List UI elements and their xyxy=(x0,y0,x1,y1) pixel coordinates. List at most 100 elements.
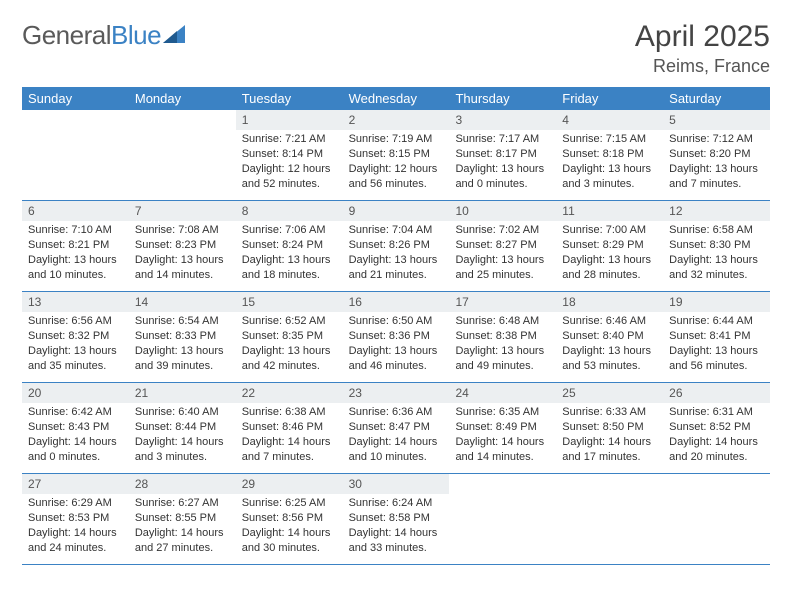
daylight-line-2: and 39 minutes. xyxy=(135,359,230,374)
day-cell: 24Sunrise: 6:35 AMSunset: 8:49 PMDayligh… xyxy=(449,383,556,473)
sunset-line: Sunset: 8:29 PM xyxy=(562,238,657,253)
sunrise-line: Sunrise: 6:31 AM xyxy=(669,405,764,420)
day-header-wednesday: Wednesday xyxy=(343,87,450,110)
empty-cell xyxy=(129,110,236,200)
sunrise-line: Sunrise: 6:36 AM xyxy=(349,405,444,420)
day-details: Sunrise: 6:44 AMSunset: 8:41 PMDaylight:… xyxy=(663,312,770,379)
sunrise-line: Sunrise: 7:19 AM xyxy=(349,132,444,147)
daylight-line-1: Daylight: 13 hours xyxy=(28,344,123,359)
daylight-line-1: Daylight: 14 hours xyxy=(669,435,764,450)
daylight-line-1: Daylight: 13 hours xyxy=(455,253,550,268)
day-details: Sunrise: 7:02 AMSunset: 8:27 PMDaylight:… xyxy=(449,221,556,288)
daylight-line-1: Daylight: 14 hours xyxy=(349,526,444,541)
sunset-line: Sunset: 8:35 PM xyxy=(242,329,337,344)
daylight-line-1: Daylight: 14 hours xyxy=(562,435,657,450)
daylight-line-1: Daylight: 13 hours xyxy=(242,253,337,268)
day-number: 5 xyxy=(663,110,770,130)
daylight-line-2: and 33 minutes. xyxy=(349,541,444,556)
daylight-line-2: and 28 minutes. xyxy=(562,268,657,283)
sunrise-line: Sunrise: 6:54 AM xyxy=(135,314,230,329)
day-cell: 28Sunrise: 6:27 AMSunset: 8:55 PMDayligh… xyxy=(129,474,236,564)
sunset-line: Sunset: 8:49 PM xyxy=(455,420,550,435)
day-number: 27 xyxy=(22,474,129,494)
day-cell: 5Sunrise: 7:12 AMSunset: 8:20 PMDaylight… xyxy=(663,110,770,200)
day-cell: 14Sunrise: 6:54 AMSunset: 8:33 PMDayligh… xyxy=(129,292,236,382)
day-number: 8 xyxy=(236,201,343,221)
day-cell: 22Sunrise: 6:38 AMSunset: 8:46 PMDayligh… xyxy=(236,383,343,473)
day-header-sunday: Sunday xyxy=(22,87,129,110)
day-number: 2 xyxy=(343,110,450,130)
day-number: 7 xyxy=(129,201,236,221)
week-row: 13Sunrise: 6:56 AMSunset: 8:32 PMDayligh… xyxy=(22,292,770,383)
day-number: 19 xyxy=(663,292,770,312)
day-cell: 1Sunrise: 7:21 AMSunset: 8:14 PMDaylight… xyxy=(236,110,343,200)
sunrise-line: Sunrise: 7:15 AM xyxy=(562,132,657,147)
day-details: Sunrise: 6:58 AMSunset: 8:30 PMDaylight:… xyxy=(663,221,770,288)
day-details: Sunrise: 6:52 AMSunset: 8:35 PMDaylight:… xyxy=(236,312,343,379)
daylight-line-2: and 10 minutes. xyxy=(28,268,123,283)
daylight-line-2: and 18 minutes. xyxy=(242,268,337,283)
day-number: 11 xyxy=(556,201,663,221)
daylight-line-2: and 14 minutes. xyxy=(455,450,550,465)
sunrise-line: Sunrise: 6:44 AM xyxy=(669,314,764,329)
day-details: Sunrise: 6:50 AMSunset: 8:36 PMDaylight:… xyxy=(343,312,450,379)
day-details: Sunrise: 7:17 AMSunset: 8:17 PMDaylight:… xyxy=(449,130,556,197)
sunset-line: Sunset: 8:32 PM xyxy=(28,329,123,344)
day-details: Sunrise: 6:46 AMSunset: 8:40 PMDaylight:… xyxy=(556,312,663,379)
day-details: Sunrise: 6:36 AMSunset: 8:47 PMDaylight:… xyxy=(343,403,450,470)
sunrise-line: Sunrise: 7:00 AM xyxy=(562,223,657,238)
day-cell: 6Sunrise: 7:10 AMSunset: 8:21 PMDaylight… xyxy=(22,201,129,291)
daylight-line-1: Daylight: 13 hours xyxy=(669,253,764,268)
header: GeneralBlue April 2025 Reims, France xyxy=(22,20,770,77)
daylight-line-1: Daylight: 13 hours xyxy=(562,344,657,359)
day-details: Sunrise: 7:00 AMSunset: 8:29 PMDaylight:… xyxy=(556,221,663,288)
week-row: 6Sunrise: 7:10 AMSunset: 8:21 PMDaylight… xyxy=(22,201,770,292)
day-number: 18 xyxy=(556,292,663,312)
day-number: 25 xyxy=(556,383,663,403)
sunrise-line: Sunrise: 7:06 AM xyxy=(242,223,337,238)
day-details: Sunrise: 7:08 AMSunset: 8:23 PMDaylight:… xyxy=(129,221,236,288)
day-details: Sunrise: 6:56 AMSunset: 8:32 PMDaylight:… xyxy=(22,312,129,379)
day-number: 21 xyxy=(129,383,236,403)
sunrise-line: Sunrise: 6:35 AM xyxy=(455,405,550,420)
empty-cell xyxy=(556,474,663,564)
day-number: 28 xyxy=(129,474,236,494)
daylight-line-1: Daylight: 13 hours xyxy=(349,253,444,268)
daylight-line-2: and 56 minutes. xyxy=(669,359,764,374)
day-number: 20 xyxy=(22,383,129,403)
day-number: 10 xyxy=(449,201,556,221)
day-cell: 17Sunrise: 6:48 AMSunset: 8:38 PMDayligh… xyxy=(449,292,556,382)
day-header-monday: Monday xyxy=(129,87,236,110)
daylight-line-1: Daylight: 14 hours xyxy=(135,435,230,450)
sunset-line: Sunset: 8:15 PM xyxy=(349,147,444,162)
day-number: 3 xyxy=(449,110,556,130)
day-header-tuesday: Tuesday xyxy=(236,87,343,110)
logo-triangle-icon xyxy=(163,25,185,43)
sunset-line: Sunset: 8:56 PM xyxy=(242,511,337,526)
day-cell: 21Sunrise: 6:40 AMSunset: 8:44 PMDayligh… xyxy=(129,383,236,473)
daylight-line-1: Daylight: 13 hours xyxy=(455,162,550,177)
daylight-line-1: Daylight: 14 hours xyxy=(349,435,444,450)
day-details: Sunrise: 6:48 AMSunset: 8:38 PMDaylight:… xyxy=(449,312,556,379)
daylight-line-2: and 42 minutes. xyxy=(242,359,337,374)
day-details: Sunrise: 6:42 AMSunset: 8:43 PMDaylight:… xyxy=(22,403,129,470)
day-details: Sunrise: 6:25 AMSunset: 8:56 PMDaylight:… xyxy=(236,494,343,561)
empty-cell xyxy=(663,474,770,564)
sunrise-line: Sunrise: 6:24 AM xyxy=(349,496,444,511)
sunset-line: Sunset: 8:44 PM xyxy=(135,420,230,435)
week-row: 27Sunrise: 6:29 AMSunset: 8:53 PMDayligh… xyxy=(22,474,770,565)
daylight-line-2: and 0 minutes. xyxy=(28,450,123,465)
sunrise-line: Sunrise: 7:02 AM xyxy=(455,223,550,238)
day-details: Sunrise: 7:10 AMSunset: 8:21 PMDaylight:… xyxy=(22,221,129,288)
daylight-line-1: Daylight: 13 hours xyxy=(242,344,337,359)
sunset-line: Sunset: 8:47 PM xyxy=(349,420,444,435)
day-cell: 7Sunrise: 7:08 AMSunset: 8:23 PMDaylight… xyxy=(129,201,236,291)
sunset-line: Sunset: 8:36 PM xyxy=(349,329,444,344)
sunset-line: Sunset: 8:30 PM xyxy=(669,238,764,253)
day-header-saturday: Saturday xyxy=(663,87,770,110)
daylight-line-2: and 46 minutes. xyxy=(349,359,444,374)
day-details: Sunrise: 6:29 AMSunset: 8:53 PMDaylight:… xyxy=(22,494,129,561)
sunset-line: Sunset: 8:33 PM xyxy=(135,329,230,344)
sunset-line: Sunset: 8:27 PM xyxy=(455,238,550,253)
sunset-line: Sunset: 8:38 PM xyxy=(455,329,550,344)
